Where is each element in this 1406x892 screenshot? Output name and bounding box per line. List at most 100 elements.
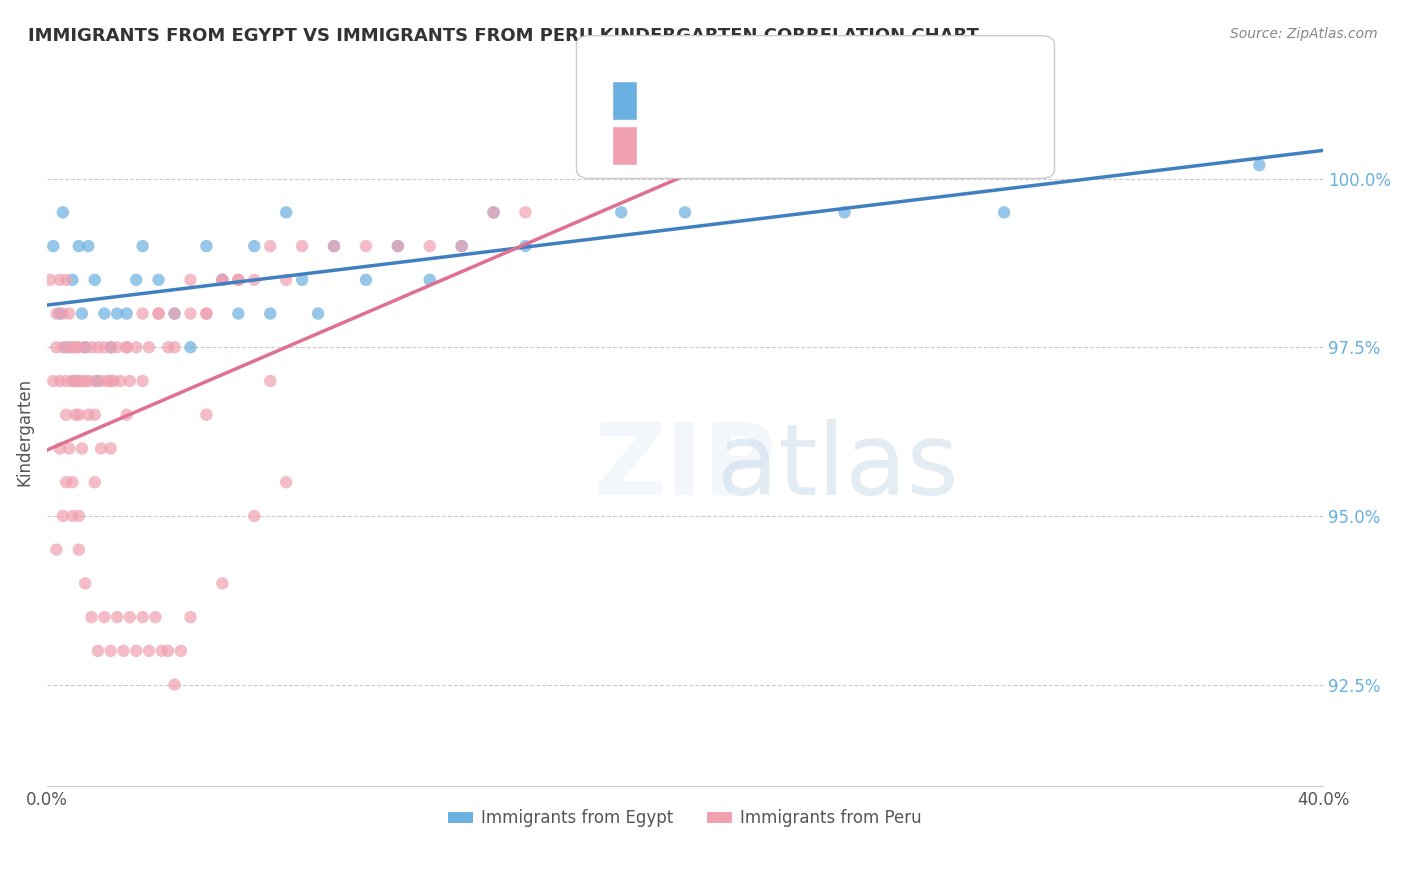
Point <box>93 307 115 321</box>
Point <box>48 442 70 456</box>
Point <box>105 340 128 354</box>
Point <box>77 408 100 422</box>
Point <box>276 475 298 490</box>
Point <box>83 374 105 388</box>
Point <box>157 644 180 658</box>
Point <box>42 374 65 388</box>
Point <box>100 340 122 354</box>
Point <box>100 644 122 658</box>
Point <box>115 340 138 354</box>
Point <box>354 239 377 253</box>
Y-axis label: Kindergarten: Kindergarten <box>15 377 32 485</box>
Point <box>195 307 218 321</box>
Point <box>228 273 250 287</box>
Point <box>42 239 65 253</box>
Point <box>39 273 62 287</box>
Point <box>62 508 84 523</box>
Point <box>243 273 266 287</box>
Point <box>87 374 110 388</box>
Point <box>1249 158 1271 172</box>
Point <box>55 273 77 287</box>
Point <box>450 239 472 253</box>
Point <box>118 610 141 624</box>
Point <box>259 239 281 253</box>
Point <box>100 442 122 456</box>
Point <box>170 644 193 658</box>
Point <box>52 508 75 523</box>
Point <box>80 610 103 624</box>
Point <box>67 340 90 354</box>
Point <box>77 239 100 253</box>
Text: ZIP: ZIP <box>593 418 776 516</box>
Point <box>103 374 125 388</box>
Point <box>45 307 67 321</box>
Point <box>67 542 90 557</box>
Point <box>163 307 186 321</box>
Point <box>110 374 132 388</box>
Point <box>228 307 250 321</box>
Point <box>52 205 75 219</box>
Point <box>90 374 112 388</box>
Point <box>125 340 148 354</box>
Point <box>70 442 93 456</box>
Text: R = 0.365    N =  105: R = 0.365 N = 105 <box>640 125 804 140</box>
Point <box>62 374 84 388</box>
Point <box>387 239 409 253</box>
Point <box>52 307 75 321</box>
Point <box>100 340 122 354</box>
Point <box>148 307 170 321</box>
Point <box>52 340 75 354</box>
Point <box>100 374 122 388</box>
Point <box>125 273 148 287</box>
Point <box>276 273 298 287</box>
Point <box>87 644 110 658</box>
Point <box>323 239 346 253</box>
Point <box>77 374 100 388</box>
Point <box>195 239 218 253</box>
Point <box>118 374 141 388</box>
Point <box>673 205 696 219</box>
Point <box>96 374 118 388</box>
Point <box>115 340 138 354</box>
Point <box>105 610 128 624</box>
Text: R = 0.456    N =   41: R = 0.456 N = 41 <box>640 80 799 95</box>
Point <box>75 576 97 591</box>
Point <box>482 205 505 219</box>
Point <box>131 307 153 321</box>
Point <box>195 307 218 321</box>
Point <box>834 205 856 219</box>
Point <box>62 273 84 287</box>
Point <box>67 408 90 422</box>
Point <box>515 239 537 253</box>
Point <box>55 340 77 354</box>
Point <box>163 677 186 691</box>
Point <box>58 307 80 321</box>
Text: atlas: atlas <box>717 418 959 516</box>
Point <box>65 374 87 388</box>
Point <box>211 576 233 591</box>
Point <box>83 475 105 490</box>
Point <box>62 374 84 388</box>
Point <box>228 273 250 287</box>
Point <box>58 442 80 456</box>
Point <box>163 340 186 354</box>
Point <box>145 610 167 624</box>
Point <box>67 239 90 253</box>
Point <box>125 644 148 658</box>
Point <box>419 239 441 253</box>
Point <box>179 610 201 624</box>
Point <box>75 340 97 354</box>
Point <box>45 340 67 354</box>
Point <box>55 475 77 490</box>
Point <box>419 273 441 287</box>
Point <box>65 374 87 388</box>
Point <box>148 273 170 287</box>
Point <box>243 508 266 523</box>
Point <box>163 307 186 321</box>
Point <box>48 307 70 321</box>
Point <box>323 239 346 253</box>
Point <box>93 610 115 624</box>
Point <box>195 408 218 422</box>
Point <box>83 273 105 287</box>
Point <box>387 239 409 253</box>
